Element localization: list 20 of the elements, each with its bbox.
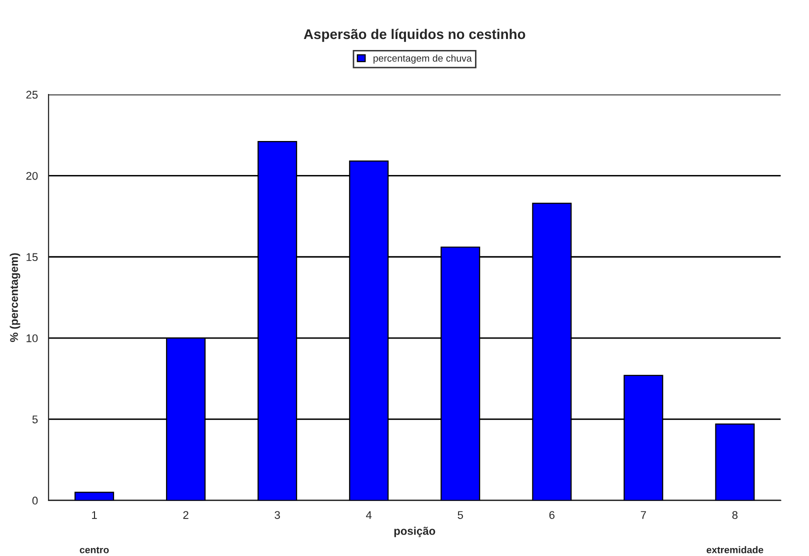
x-axis-title: posição	[394, 526, 436, 538]
y-tick-label: 10	[26, 334, 38, 342]
x-tick-label: 6	[549, 511, 554, 519]
y-tick-label: 20	[26, 172, 38, 180]
x-tick-label: 7	[640, 511, 646, 519]
x-tick-label: 4	[366, 511, 372, 519]
text: extremidade	[706, 546, 764, 554]
x-tick-label: 2	[183, 511, 188, 519]
chart-title: Aspersão de líquidos no cestinho	[304, 28, 526, 42]
text: centro	[80, 546, 109, 554]
x-tick-label: 3	[274, 511, 280, 519]
y-tick-label: 0	[32, 496, 38, 505]
x-tick-label: 8	[732, 511, 738, 519]
y-tick-label: 5	[32, 416, 38, 424]
y-tick-label: 15	[26, 253, 38, 262]
y-tick-label: 25	[26, 90, 38, 99]
x-tick-label: 1	[92, 511, 97, 519]
x-tick-label: 5	[458, 511, 463, 519]
legend-label: percentagem de chuva	[374, 54, 472, 64]
y-axis-title: % (percentagem)	[10, 253, 20, 342]
